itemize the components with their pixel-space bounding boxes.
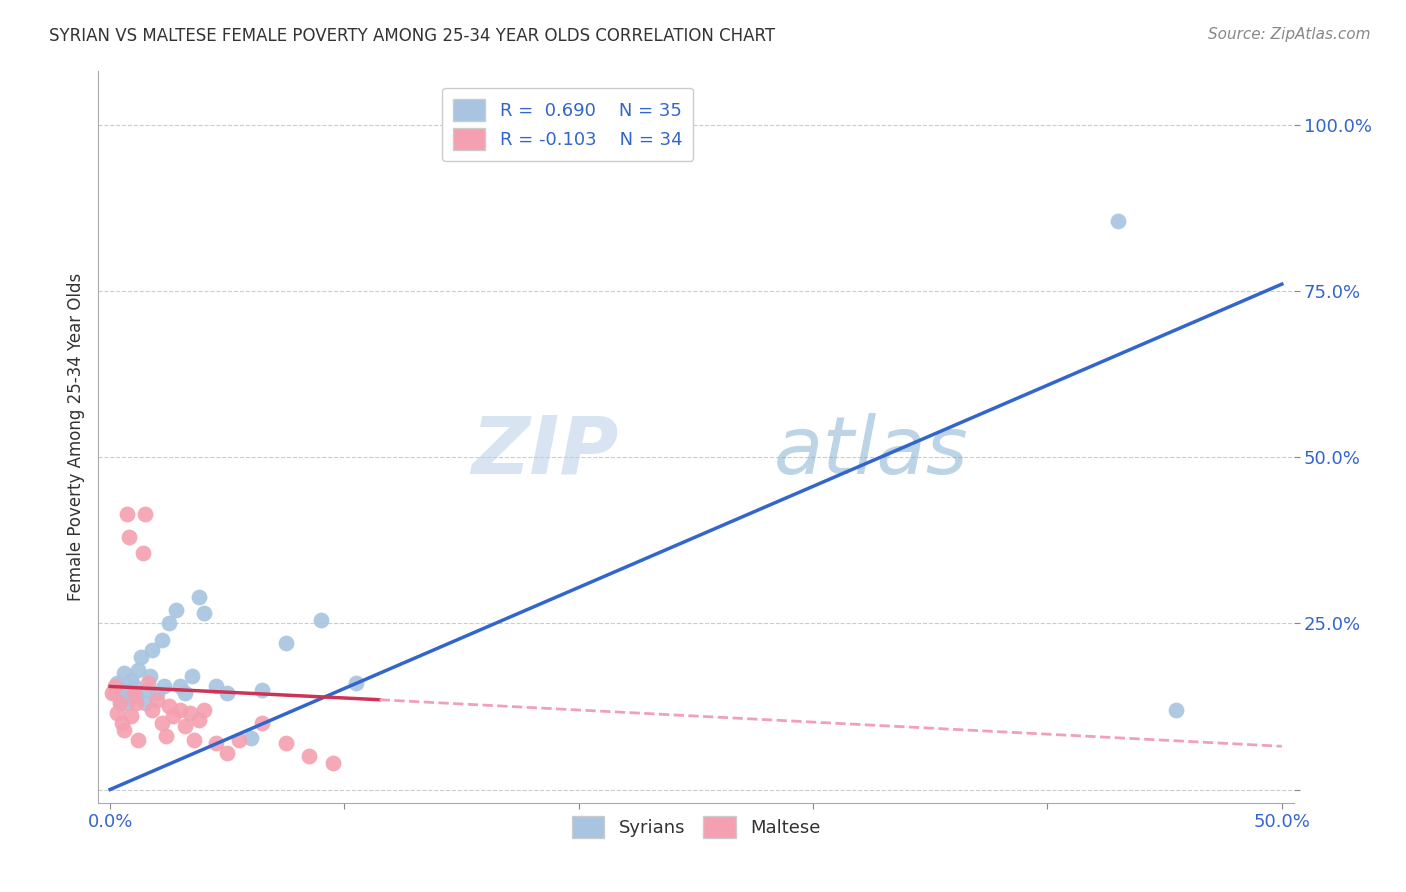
- Point: [134, 507, 156, 521]
- Point: [108, 692, 131, 706]
- Point: [217, 686, 239, 700]
- Point: [134, 696, 156, 710]
- Point: [239, 731, 262, 745]
- Point: [150, 632, 173, 647]
- Point: [146, 692, 169, 706]
- Point: [111, 716, 134, 731]
- Point: [104, 680, 127, 694]
- Point: [274, 636, 297, 650]
- Point: [155, 729, 177, 743]
- Point: [105, 706, 128, 720]
- Point: [122, 680, 145, 694]
- Point: [179, 706, 201, 720]
- Point: [132, 546, 155, 560]
- Point: [252, 716, 274, 731]
- Point: [120, 709, 142, 723]
- Point: [101, 686, 124, 700]
- Point: [157, 616, 180, 631]
- Point: [309, 613, 332, 627]
- Point: [344, 676, 367, 690]
- Point: [174, 719, 197, 733]
- Point: [105, 676, 128, 690]
- Point: [181, 669, 204, 683]
- Point: [157, 699, 180, 714]
- Point: [120, 673, 142, 687]
- Point: [127, 663, 149, 677]
- Point: [122, 686, 145, 700]
- Point: [204, 680, 226, 694]
- Text: SYRIAN VS MALTESE FEMALE POVERTY AMONG 25-34 YEAR OLDS CORRELATION CHART: SYRIAN VS MALTESE FEMALE POVERTY AMONG 2…: [49, 27, 775, 45]
- Point: [112, 666, 135, 681]
- Point: [104, 686, 127, 700]
- Point: [193, 703, 215, 717]
- Text: Source: ZipAtlas.com: Source: ZipAtlas.com: [1208, 27, 1371, 42]
- Point: [193, 607, 215, 621]
- Point: [1166, 703, 1188, 717]
- Point: [136, 676, 159, 690]
- Point: [129, 649, 152, 664]
- Point: [188, 713, 211, 727]
- Point: [146, 686, 169, 700]
- Point: [188, 590, 211, 604]
- Point: [141, 643, 163, 657]
- Point: [169, 680, 191, 694]
- Text: atlas: atlas: [773, 413, 969, 491]
- Point: [228, 732, 250, 747]
- Point: [153, 680, 176, 694]
- Point: [136, 682, 159, 697]
- Point: [174, 686, 197, 700]
- Point: [115, 507, 138, 521]
- Point: [162, 709, 184, 723]
- Legend: Syrians, Maltese: Syrians, Maltese: [564, 808, 828, 845]
- Text: ZIP: ZIP: [471, 413, 619, 491]
- Point: [165, 603, 187, 617]
- Point: [108, 696, 131, 710]
- Point: [217, 746, 239, 760]
- Point: [322, 756, 344, 770]
- Point: [127, 732, 149, 747]
- Point: [252, 682, 274, 697]
- Point: [274, 736, 297, 750]
- Point: [150, 716, 173, 731]
- Point: [169, 703, 191, 717]
- Y-axis label: Female Poverty Among 25-34 Year Olds: Female Poverty Among 25-34 Year Olds: [66, 273, 84, 601]
- Point: [125, 696, 148, 710]
- Point: [125, 690, 148, 704]
- Point: [111, 682, 134, 697]
- Point: [204, 736, 226, 750]
- Point: [115, 696, 138, 710]
- Point: [112, 723, 135, 737]
- Point: [183, 732, 205, 747]
- Point: [298, 749, 321, 764]
- Point: [139, 669, 162, 683]
- Point: [141, 703, 163, 717]
- Point: [118, 686, 141, 700]
- Point: [118, 530, 141, 544]
- Point: [1107, 214, 1129, 228]
